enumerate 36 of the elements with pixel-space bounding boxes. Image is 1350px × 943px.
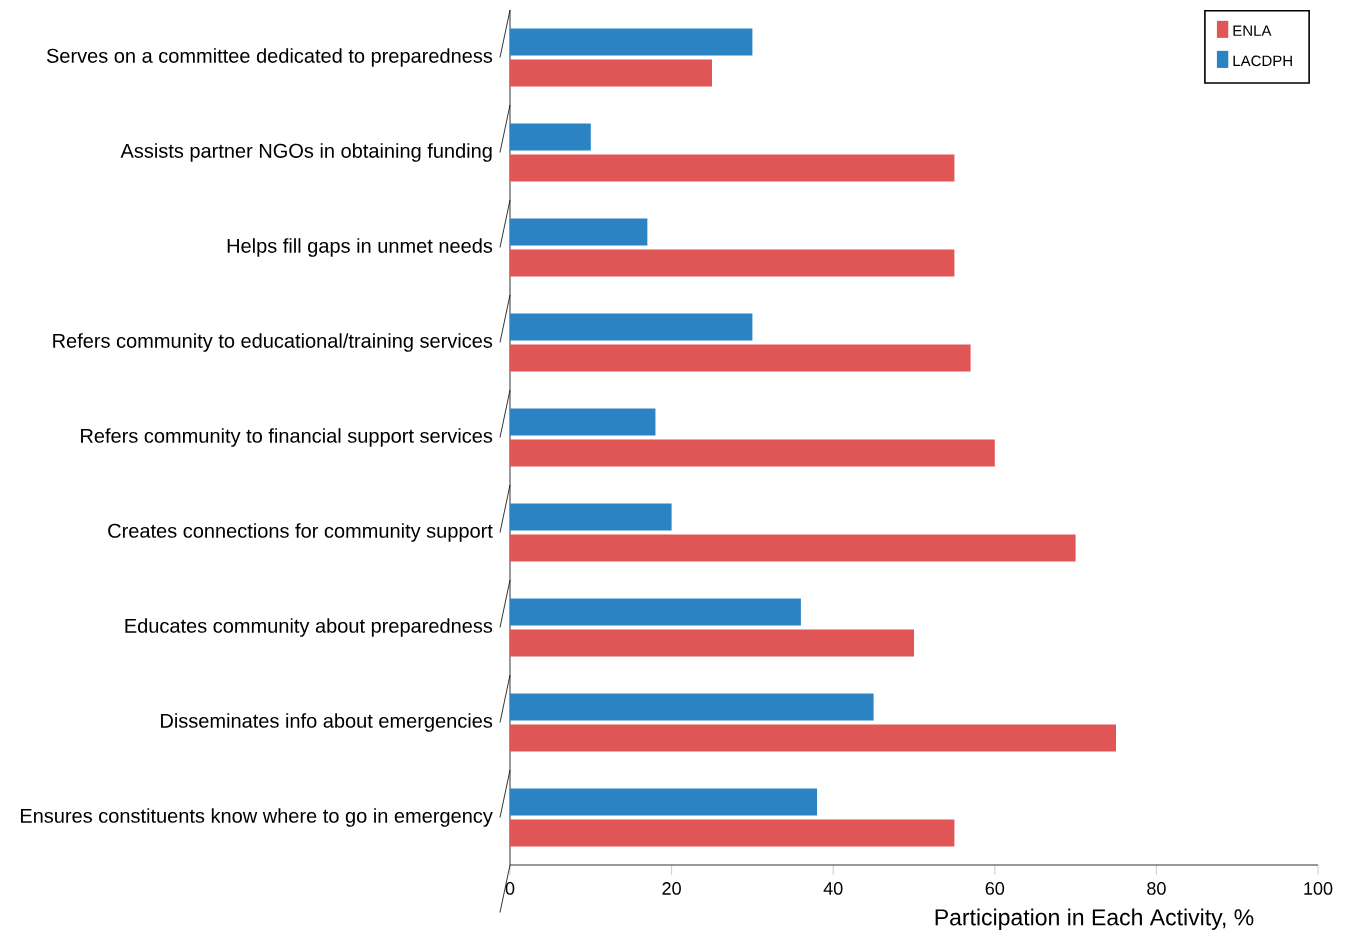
bar	[510, 724, 1116, 752]
bar	[510, 819, 955, 847]
x-tick-label: 100	[1304, 882, 1333, 895]
bar	[510, 249, 955, 277]
bar	[510, 629, 915, 657]
bar	[510, 123, 591, 151]
y-tick-label: Assists partner NGOs in obtaining funding	[120, 143, 492, 162]
x-axis-title: Participation in Each Activity, %	[935, 908, 1254, 930]
bar	[510, 534, 1076, 562]
x-tick-label: 40	[823, 882, 843, 895]
bar	[510, 503, 672, 531]
x-tick-label: 0	[505, 882, 515, 895]
y-tick-label: Disseminates info about emergencies	[161, 713, 493, 732]
y-tick-label: Serves on a committee dedicated to preparedness	[46, 48, 493, 67]
y-tick-label: Helps fill gaps in unmet needs	[227, 238, 493, 257]
y-tick-label: Educates community about preparedness	[125, 618, 493, 637]
x-tick-label: 80	[1147, 882, 1166, 895]
y-tick-label: Refers community to educational/training services	[53, 333, 493, 352]
x-tick-label: 60	[985, 882, 1005, 895]
bar	[510, 28, 753, 56]
bar	[510, 788, 818, 816]
bar	[510, 344, 971, 372]
x-tick-label: 20	[662, 882, 681, 895]
legend-label: ENLA	[1233, 25, 1272, 36]
bar	[510, 439, 995, 467]
bar	[510, 218, 648, 246]
y-tick-label: Ensures constituents know where to go in emergency	[20, 808, 493, 827]
bar	[510, 408, 656, 436]
bar	[510, 59, 712, 87]
legend-label: LACDPH	[1233, 55, 1292, 67]
bar	[510, 313, 753, 341]
y-tick-label: Refers community to financial support services	[81, 428, 493, 447]
bar	[510, 154, 955, 182]
bar	[510, 598, 801, 626]
bar	[510, 693, 874, 721]
y-tick-label: Creates connections for community support	[108, 523, 493, 542]
